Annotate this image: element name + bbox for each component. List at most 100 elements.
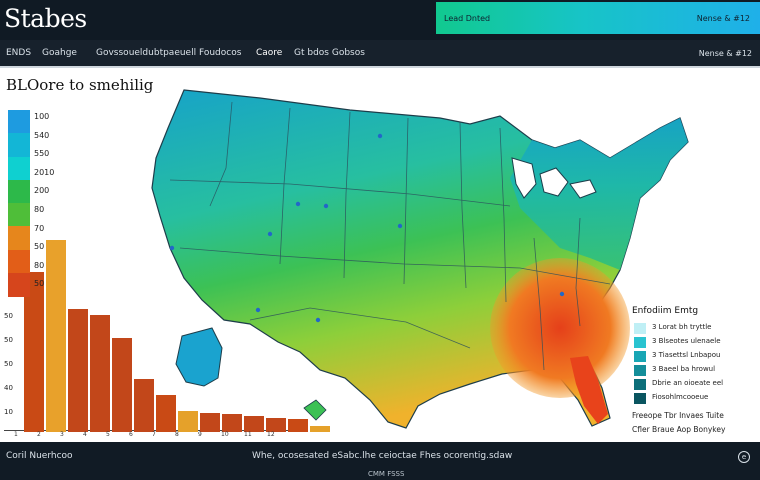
nav-item-goahge[interactable]: Goahge — [42, 48, 77, 58]
bar — [178, 411, 198, 432]
panel-title: BLOore to smehilig — [6, 76, 154, 94]
bar — [266, 417, 286, 432]
header-banner-right-text: Nense & #12 — [696, 14, 750, 23]
color-scale-segment — [8, 249, 30, 274]
bar — [112, 337, 132, 432]
bar — [156, 395, 176, 432]
color-scale-label: 80 — [34, 260, 45, 270]
color-scale — [8, 110, 30, 297]
bar-x-tick: 4 — [83, 431, 87, 438]
color-scale-label: 50 — [34, 242, 45, 252]
legend-item[interactable]: 3 Baeel ba hrowul — [632, 364, 756, 378]
legend-footer-1: Freeope Tbr Invaes Tuite — [632, 411, 724, 420]
bar-y-label: 10 — [4, 408, 13, 416]
legend-item-label: 3 Blseotes ulenaele — [652, 337, 721, 345]
footer-left-text: Coril Nuerhcoo — [6, 451, 73, 461]
color-scale-label: 200 — [34, 186, 50, 196]
color-scale-label: 100 — [34, 112, 50, 121]
app-title: Stabes — [4, 4, 87, 33]
hawaii-shape — [303, 399, 327, 421]
bar — [24, 272, 44, 432]
legend-swatch — [634, 323, 646, 334]
legend-footer-2: Cfler Braue Aop Bonykey — [632, 425, 726, 434]
footer-center-text: Whe, ocosesated eSabc.lhe ceioctae Fhes … — [252, 451, 513, 461]
bar-x-tick: 1 — [14, 431, 18, 438]
legend-swatch — [634, 351, 646, 362]
legend-item-label: 3 Tiasettsl Lnbapou — [652, 351, 721, 359]
main-content: BLOore to smehilig 50 50 50 40 10 1 2 3 4 5 6 7 8 9 10… — [0, 70, 760, 442]
nav-right-text[interactable]: Nense & #12 — [698, 49, 752, 58]
bar-y-label: 50 — [4, 336, 13, 344]
bar-chart: 50 50 50 40 10 1 2 3 4 5 6 7 8 9 10 11 12 — [0, 70, 330, 442]
map-pins — [169, 133, 565, 323]
bar-x-tick: 9 — [198, 431, 202, 438]
color-scale-label: 70 — [34, 223, 45, 233]
top-bar: Stabes Lead Dnted Nense & #12 — [0, 0, 760, 40]
bar — [244, 416, 264, 432]
legend-item[interactable]: Fiosohlmcooeue — [632, 392, 756, 406]
legend-swatch — [634, 337, 646, 348]
legend-item[interactable]: 3 Tiasettsl Lnbapou — [632, 350, 756, 364]
legend-item-label: 3 Lorat bh tryttle — [652, 323, 712, 331]
legend-swatch — [634, 393, 646, 404]
bar-axis-line — [4, 430, 304, 431]
legend-swatch — [634, 365, 646, 376]
state-lines — [169, 101, 611, 371]
nav-item-ends[interactable]: ENDS — [6, 48, 32, 58]
bar-x-tick: 7 — [152, 431, 156, 438]
color-scale-segment — [8, 110, 30, 134]
bar-x-tick: 3 — [60, 431, 64, 438]
footer-info-button[interactable]: e — [738, 451, 750, 463]
bar-x-tick: 10 — [221, 431, 229, 438]
bar-y-label: 40 — [4, 384, 13, 392]
footer-bar: Coril Nuerhcoo Whe, ocosesated eSabc.lhe… — [0, 442, 760, 480]
legend-item-label: Fiosohlmcooeue — [652, 393, 709, 401]
bar — [134, 379, 154, 432]
legend-item[interactable]: 3 Lorat bh tryttle — [632, 322, 756, 336]
florida-shape — [570, 356, 608, 424]
color-scale-label: 550 — [34, 149, 50, 159]
legend-panel: Enfodiim Emtg 3 Lorat bh tryttle 3 Blseo… — [632, 306, 756, 434]
bar-y-label: 50 — [4, 312, 13, 320]
legend-item[interactable]: Dbrie an oioeate eel — [632, 378, 756, 392]
color-scale-segment — [8, 133, 30, 157]
nav-bar: ENDS Goahge Govssoueldubtpaeuell Foudoco… — [0, 40, 760, 68]
color-scale-segment — [8, 272, 30, 297]
legend-item[interactable]: 3 Blseotes ulenaele — [632, 336, 756, 350]
bar — [200, 412, 220, 432]
legend-title: Enfodiim Emtg — [632, 306, 699, 316]
header-banner[interactable]: Lead Dnted Nense & #12 — [436, 2, 760, 34]
bar — [222, 414, 242, 432]
color-scale-label: 540 — [34, 130, 50, 140]
nav-item-gobsos[interactable]: Gt bdos Gobsos — [294, 48, 365, 58]
legend-swatch — [634, 379, 646, 390]
bar — [68, 308, 88, 432]
nav-item-caore[interactable]: Caore — [256, 48, 283, 58]
heat-region — [490, 258, 630, 398]
east-region — [510, 118, 688, 270]
bar-y-label: 50 — [4, 360, 13, 368]
bar-x-tick: 11 — [244, 431, 252, 438]
nav-item-foudocos[interactable]: Govssoueldubtpaeuell Foudocos — [96, 48, 242, 58]
us-map[interactable] — [140, 88, 700, 438]
color-scale-segment — [8, 203, 30, 227]
bar — [310, 425, 330, 432]
legend-item-label: 3 Baeel ba hrowul — [652, 365, 716, 373]
bar — [46, 240, 66, 432]
bar-x-tick: 6 — [129, 431, 133, 438]
color-scale-segment — [8, 156, 30, 181]
color-scale-label: 50 — [34, 279, 45, 289]
bar — [90, 315, 110, 432]
color-scale-label: 80 — [34, 205, 45, 214]
color-scale-segment — [8, 179, 30, 204]
legend-item-label: Dbrie an oioeate eel — [652, 379, 724, 387]
header-banner-text: Lead Dnted — [444, 14, 491, 23]
bar — [288, 419, 308, 432]
color-scale-segment — [8, 226, 30, 250]
bar-x-tick: 2 — [37, 431, 41, 438]
bar-x-tick: 12 — [267, 431, 275, 438]
alaska-shape — [175, 327, 223, 387]
great-lakes — [511, 157, 597, 199]
bar-x-tick: 5 — [106, 431, 110, 438]
color-scale-label: 2010 — [34, 167, 55, 177]
